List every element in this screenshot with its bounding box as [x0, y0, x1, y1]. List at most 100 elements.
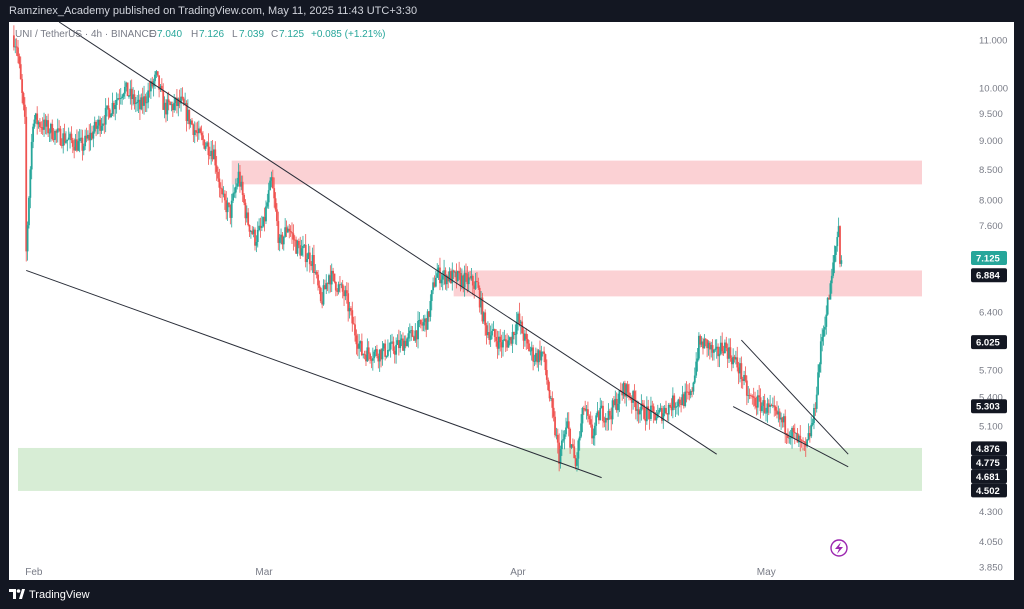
price-marker-box	[971, 455, 1007, 470]
candle-body	[352, 323, 355, 325]
y-tick-label: 9.000	[979, 136, 1003, 147]
symbol-label: UNI / TetherUS · 4h · BINANCE	[15, 29, 156, 40]
candle-body	[671, 395, 674, 411]
candle-body	[504, 339, 507, 342]
candle-body	[776, 410, 778, 415]
candle-body	[492, 329, 495, 331]
candle-body	[445, 275, 448, 285]
zone-layer	[18, 160, 923, 491]
candle-body	[784, 416, 787, 434]
lightning-icon[interactable]	[830, 539, 848, 557]
candle-body	[718, 353, 721, 357]
candle-body	[313, 255, 315, 273]
candle-body	[408, 330, 411, 334]
candle-body	[715, 346, 718, 349]
candle-body	[556, 434, 559, 443]
candle-body	[518, 313, 521, 324]
candle-body	[732, 356, 735, 365]
chart-panel[interactable]: 11.000 10.000 9.500 9.000 8.500 8.000 7.600 6.4…	[9, 21, 1014, 580]
candle-body	[128, 96, 130, 97]
candle-body	[459, 272, 462, 287]
candle-body	[270, 177, 273, 181]
candle-body	[834, 246, 837, 256]
candle-body	[606, 417, 608, 421]
candle-body	[186, 109, 189, 122]
candle-body	[340, 284, 343, 286]
candle-body	[577, 440, 580, 459]
y-tick-label: 5.100	[979, 421, 1003, 432]
candle-body	[770, 404, 773, 406]
candle-body	[140, 97, 143, 110]
candle-body	[759, 397, 762, 412]
candle-body	[613, 400, 615, 406]
candle-body	[255, 242, 258, 246]
y-tick-label: 3.850	[979, 563, 1003, 574]
candle-body	[276, 209, 278, 222]
candle-body	[681, 394, 684, 406]
candle-body	[469, 277, 471, 279]
candle-body	[113, 102, 115, 110]
candle-body	[592, 435, 595, 439]
ohlc-close-label: C	[271, 29, 278, 40]
candle-body	[282, 236, 285, 245]
candle-body	[733, 356, 736, 360]
candlestick-chart[interactable]: 11.000 10.000 9.500 9.000 8.500 8.000 7.600 6.4…	[9, 21, 1014, 580]
candle-body	[622, 383, 625, 396]
candle-body	[433, 282, 436, 287]
candle-body	[676, 406, 678, 407]
candle-body	[643, 404, 645, 419]
candle-body	[674, 406, 677, 408]
candle-body	[508, 337, 511, 341]
candle-body	[162, 90, 165, 110]
candle-body	[236, 183, 239, 187]
candle-body	[510, 337, 513, 344]
candle-body	[26, 225, 29, 252]
candle-body	[781, 417, 784, 423]
candle-body	[751, 395, 754, 397]
candle-body	[482, 312, 485, 322]
candle-body	[141, 97, 144, 106]
candle-body	[288, 228, 291, 232]
y-tick-label: 8.000	[979, 195, 1003, 206]
candle-body	[493, 329, 496, 337]
candle-body	[182, 98, 185, 105]
candle-body	[428, 311, 430, 317]
candle-body	[737, 367, 740, 374]
candle-body	[752, 396, 755, 398]
candle-body	[240, 181, 243, 187]
candle-body	[707, 342, 710, 349]
y-tick-label: 6.400	[979, 307, 1003, 318]
candle-body	[233, 192, 236, 194]
candle-body	[402, 338, 404, 351]
candle-body	[102, 123, 104, 126]
candle-body	[792, 427, 795, 432]
candle-body	[76, 139, 78, 151]
candle-body	[489, 335, 492, 340]
candle-body	[685, 391, 688, 393]
candle-body	[728, 347, 730, 359]
candle-body	[65, 141, 67, 143]
candle-body	[754, 397, 756, 406]
candle-body	[206, 142, 208, 147]
brand-label: TradingView	[29, 589, 90, 601]
candle-body	[443, 270, 445, 276]
candle-body	[148, 90, 151, 92]
candle-body	[199, 128, 202, 133]
candle-body	[397, 340, 400, 349]
candle-body	[44, 119, 47, 127]
candle-body	[70, 133, 73, 141]
candle-body	[524, 333, 526, 341]
candle-body	[274, 198, 277, 210]
candle-body	[551, 398, 554, 408]
price-axis: 11.000 10.000 9.500 9.000 8.500 8.000 7.600 6.4…	[979, 35, 1008, 573]
candle-body	[365, 354, 367, 362]
candle-body	[471, 275, 474, 286]
candle-body	[454, 271, 456, 273]
candle-body	[519, 321, 522, 324]
tradingview-logo[interactable]: TradingView	[9, 588, 90, 602]
candle-body	[97, 119, 100, 126]
candle-body	[25, 116, 28, 252]
candle-body	[119, 98, 122, 99]
candle-body	[181, 96, 184, 99]
candle-body	[815, 394, 818, 409]
